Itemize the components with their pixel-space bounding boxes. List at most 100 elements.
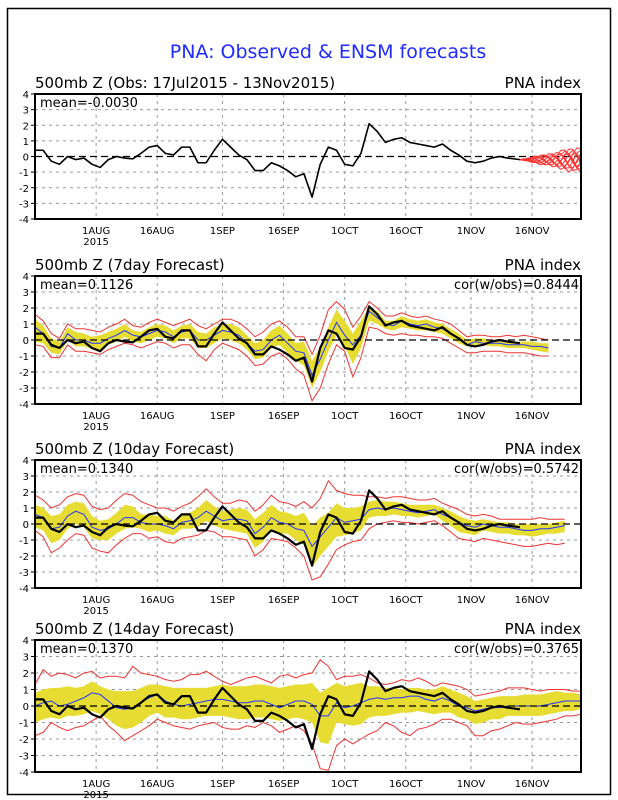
figure-frame	[6, 7, 612, 796]
y-tick-label: -3	[19, 752, 29, 763]
y-tick-label: -2	[19, 368, 29, 379]
observed-line	[35, 122, 520, 198]
ensemble-members	[519, 147, 582, 174]
x-tick-label: 16NOV	[515, 226, 550, 237]
y-tick-label: -4	[19, 215, 29, 226]
y-tick-label: 3	[23, 472, 29, 483]
x-tick-label: 1SEP	[210, 779, 235, 790]
x-tick-label: 16NOV	[515, 411, 550, 422]
y-tick-label: 1	[23, 320, 29, 331]
grid-lines	[35, 94, 581, 219]
y-tick-label: 4	[23, 636, 29, 647]
y-tick-label: -4	[19, 768, 29, 779]
y-tick-label: 0	[23, 153, 29, 164]
y-tick-label: -3	[19, 199, 29, 210]
x-tick-label: 16NOV	[515, 595, 550, 606]
y-tick-label: -1	[19, 536, 29, 547]
y-tick-label: -1	[19, 168, 29, 179]
upper-bound-line	[34, 300, 549, 356]
x-tick-label: 1OCT	[331, 595, 359, 606]
x-tick-sublabel: 2015	[83, 237, 108, 248]
y-tick-label: 2	[23, 304, 29, 315]
observed-line	[35, 305, 521, 383]
x-tick-label: 16AUG	[140, 411, 175, 422]
y-tick-label: -3	[19, 384, 29, 395]
lower-bound-line	[34, 520, 565, 581]
y-tick-label: 0	[23, 520, 29, 531]
x-tick-label: 16AUG	[140, 226, 175, 237]
x-tick-sublabel: 2015	[83, 422, 108, 433]
grid-lines	[35, 460, 581, 588]
mean-label: mean=0.1340	[40, 462, 133, 477]
figure-title: PNA: Observed & ENSM forecasts	[170, 41, 487, 63]
x-tick-label: 16OCT	[389, 779, 424, 790]
panels: 500mb Z (Obs: 17Jul2015 - 13Nov2015) PNA …	[19, 74, 582, 800]
panel-left-title: 500mb Z (Obs: 17Jul2015 - 13Nov2015)	[35, 74, 335, 92]
y-tick-label: -2	[19, 552, 29, 563]
panel-left-title: 500mb Z (14day Forecast)	[35, 620, 234, 638]
mean-label: mean=0.1126	[40, 278, 133, 293]
x-tick-sublabel: 2015	[83, 606, 108, 617]
x-tick-label: 1AUG	[82, 595, 110, 606]
upper-bound-line	[34, 659, 581, 697]
y-tick-label: -2	[19, 184, 29, 195]
y-tick-label: 3	[23, 288, 29, 299]
panel-observed: 500mb Z (Obs: 17Jul2015 - 13Nov2015) PNA …	[19, 74, 582, 248]
y-tick-label: 3	[23, 653, 29, 664]
spread-band	[35, 681, 581, 744]
x-tick-label: 16OCT	[389, 226, 424, 237]
x-tick-label: 1NOV	[457, 779, 486, 790]
y-tick-label: 1	[23, 686, 29, 697]
x-tick-label: 1OCT	[331, 226, 359, 237]
x-tick-label: 16OCT	[389, 595, 424, 606]
x-tick-label: 1SEP	[210, 226, 235, 237]
x-tick-label: 16SEP	[268, 411, 299, 422]
y-tick-label: -2	[19, 735, 29, 746]
x-tick-sublabel: 2015	[83, 790, 108, 800]
panel-7day: 500mb Z (7day Forecast) PNA index 4 3 2 1 0 -1 -…	[19, 256, 582, 433]
x-tick-label: 16OCT	[389, 411, 424, 422]
spread-band	[35, 500, 565, 568]
x-tick-label: 16NOV	[515, 779, 550, 790]
x-tick-label: 1NOV	[457, 411, 486, 422]
y-tick-label: 2	[23, 669, 29, 680]
y-tick-label: -1	[19, 719, 29, 730]
x-tick-label: 1SEP	[210, 411, 235, 422]
x-tick-label: 1AUG	[82, 411, 110, 422]
observed-line	[35, 670, 521, 751]
y-tick-label: 1	[23, 504, 29, 515]
correlation-label: cor(w/obs)=0.5742	[454, 462, 579, 477]
panel-right-title: PNA index	[505, 256, 581, 274]
y-tick-label: 3	[23, 106, 29, 117]
y-tick-label: 0	[23, 702, 29, 713]
member-line	[519, 149, 582, 168]
panel-right-title: PNA index	[505, 620, 581, 638]
member-line	[519, 148, 582, 166]
x-tick-label: 1NOV	[457, 595, 486, 606]
y-tick-label: 2	[23, 488, 29, 499]
upper-bound-line	[34, 479, 565, 520]
y-tick-label: 4	[23, 90, 29, 101]
x-tick-label: 16SEP	[268, 595, 299, 606]
panel-left-title: 500mb Z (7day Forecast)	[35, 256, 225, 274]
x-tick-label: 1OCT	[331, 779, 359, 790]
y-tick-label: 4	[23, 456, 29, 467]
x-tick-label: 1SEP	[210, 595, 235, 606]
panel-right-title: PNA index	[505, 74, 581, 92]
mean-label: mean=0.1370	[40, 642, 133, 657]
ensemble-mean-line	[34, 507, 565, 548]
x-tick-label: 16SEP	[268, 779, 299, 790]
correlation-label: cor(w/obs)=0.8444	[454, 278, 579, 293]
x-tick-label: 1AUG	[82, 779, 110, 790]
panel-right-title: PNA index	[505, 440, 581, 458]
lower-bound-line	[34, 326, 549, 402]
y-tick-label: 0	[23, 336, 29, 347]
mean-label: mean=-0.0030	[40, 96, 138, 111]
y-tick-label: -1	[19, 352, 29, 363]
panel-14day: 500mb Z (14day Forecast) PNA index 4 3 2 1 0 -1…	[19, 620, 582, 800]
x-tick-label: 1AUG	[82, 226, 110, 237]
y-tick-label: 4	[23, 272, 29, 283]
x-tick-label: 16AUG	[140, 595, 175, 606]
x-tick-label: 16AUG	[140, 779, 175, 790]
